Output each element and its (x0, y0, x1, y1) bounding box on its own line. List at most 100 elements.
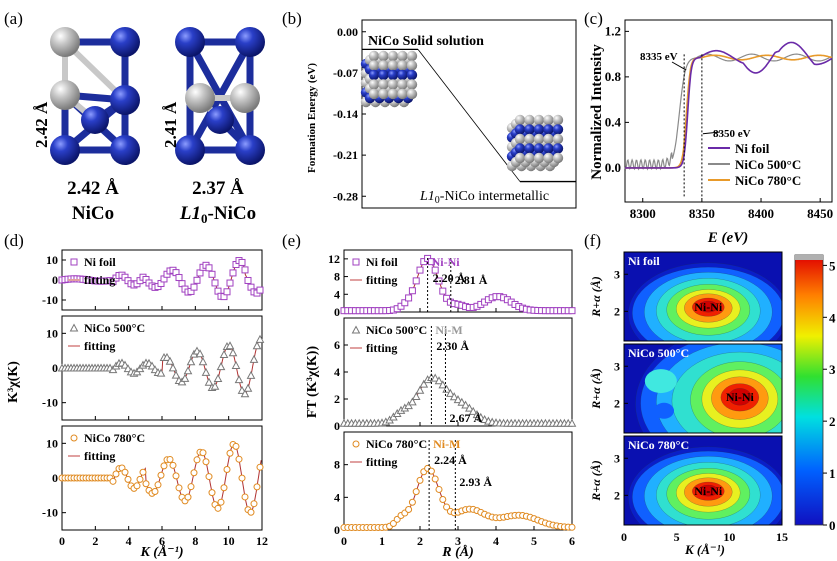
data-point (168, 363, 178, 372)
panel-b-level-label-2-sub: 0 (435, 195, 440, 206)
data-point (195, 349, 205, 358)
data-point (442, 384, 451, 393)
panel-b-level-label-2: L10-NiCo intermetallic (419, 189, 549, 206)
panel-d-xtick-label: 8 (192, 534, 198, 548)
contour-secondary (654, 402, 675, 419)
panel-c-ticks: 8300 8350 8400 8450 0.0 0.4 0.8 1.2 (605, 23, 833, 221)
annotation-arrow-8335 (671, 61, 687, 71)
l10-vertical-distance: 2.41 Å (161, 101, 180, 148)
ni-atom (387, 69, 399, 81)
panel-f-ylabel: R+α (Å) (589, 460, 603, 501)
panel-f-subplot: NiCo 500°C Ni-Ni 2 3 R+α (Å) (589, 343, 783, 434)
series-label: NiCo 780°C (366, 437, 427, 451)
data-point (416, 476, 424, 484)
fit-label: fitting (366, 341, 397, 355)
data-point (223, 288, 231, 296)
panel-e-xlabel: R (Å) (441, 544, 474, 560)
panel-c-frame (624, 19, 833, 203)
ni-atom (397, 69, 408, 81)
peak-label: Ni-Ni (432, 255, 461, 269)
subplot-frame (623, 251, 783, 342)
data-point (427, 258, 435, 266)
co-atom (378, 79, 389, 90)
panel-b-yticks: 0.00 -0.07 -0.14 -0.21 -0.28 (333, 25, 366, 203)
data-point (187, 483, 195, 491)
ytick-label: -10 (42, 293, 58, 307)
data-point (190, 469, 198, 477)
ytick-label: 0 (52, 273, 58, 287)
panel-e-xtick-label: 0 (341, 534, 347, 548)
data-point (443, 294, 451, 302)
panel-b-level-label-2-main: L1 (419, 189, 435, 204)
legend-label: NiCo 780°C (735, 173, 801, 188)
panel-e-xtick-label: 4 (493, 534, 499, 548)
panel-label-e: (e) (282, 231, 301, 250)
panel-f-ylabel: R+α (Å) (589, 276, 603, 317)
panel-f-xtick-label: 0 (621, 530, 627, 544)
data-point (256, 463, 264, 471)
data-point (154, 481, 162, 489)
series-label: NiCo 500°C (366, 323, 427, 337)
panel-f-ylabel: R+α (Å) (589, 368, 603, 409)
data-point (238, 258, 246, 266)
data-point (468, 406, 478, 415)
data-point (472, 410, 482, 419)
ytick-label: 10 (46, 326, 58, 340)
data-point (70, 434, 78, 442)
ytick-label: -10 (42, 396, 58, 410)
ytick-label: 0 (334, 419, 340, 433)
data-point (241, 493, 249, 501)
data-point (175, 484, 183, 492)
data-point (205, 264, 213, 272)
data-point (405, 294, 413, 302)
panel-label-a: (a) (4, 9, 23, 28)
co-atom (368, 60, 380, 71)
data-point (202, 458, 210, 466)
data-point (416, 266, 424, 274)
panel-c-ylabel: Normalized Intensity (589, 44, 605, 180)
panel-d-xtick-label: 10 (223, 534, 235, 548)
data-point (183, 366, 193, 375)
annotation-8350: 8350 eV (713, 128, 751, 140)
co-atom (368, 79, 380, 90)
data-point (411, 392, 421, 401)
panel-d-xtick-label: 4 (126, 534, 132, 548)
nico-horizontal-distance: 2.42 Å (67, 178, 119, 199)
data-point (465, 403, 474, 412)
fit-label: fitting (84, 273, 115, 287)
data-point (165, 356, 175, 365)
data-point (419, 379, 429, 388)
panel-d-xtick-label: 0 (59, 534, 65, 548)
panel-label-d: (d) (4, 231, 24, 250)
panel-f-xlabel: K (Å⁻¹) (684, 542, 725, 557)
co-atom (397, 88, 408, 100)
subplot-frame (623, 343, 783, 434)
annotation-8335: 8335 eV (640, 51, 678, 63)
colorbar-tick-label: 2 (829, 414, 836, 429)
series-label: NiCo 500°C (84, 321, 145, 335)
data-point (256, 286, 264, 294)
data-point (214, 504, 222, 512)
data-point (446, 388, 455, 397)
panel-c-xtick-label: 8450 (807, 206, 833, 221)
ni-atom (533, 124, 545, 135)
data-point (217, 498, 225, 506)
data-point (201, 367, 211, 376)
panel-c-ytick-label: 0.0 (605, 160, 621, 175)
data-point (147, 361, 157, 370)
ytick-label: -10 (42, 506, 58, 520)
legend-label: NiCo 500°C (735, 157, 801, 172)
data-point (156, 368, 166, 377)
data-point (352, 258, 360, 266)
colorbar-tick-label: 4 (829, 310, 836, 325)
ni-atom (543, 124, 554, 135)
panel-e-subplot: 0 4 8 12 Ni foil fitting Ni-Ni 2.20 Å2.81 Å (328, 249, 576, 319)
heatmap-field (624, 252, 782, 341)
data-point (208, 270, 216, 278)
panel-e-xtick-label: 5 (531, 534, 537, 548)
level-connector (417, 49, 521, 182)
data-point (199, 449, 207, 457)
